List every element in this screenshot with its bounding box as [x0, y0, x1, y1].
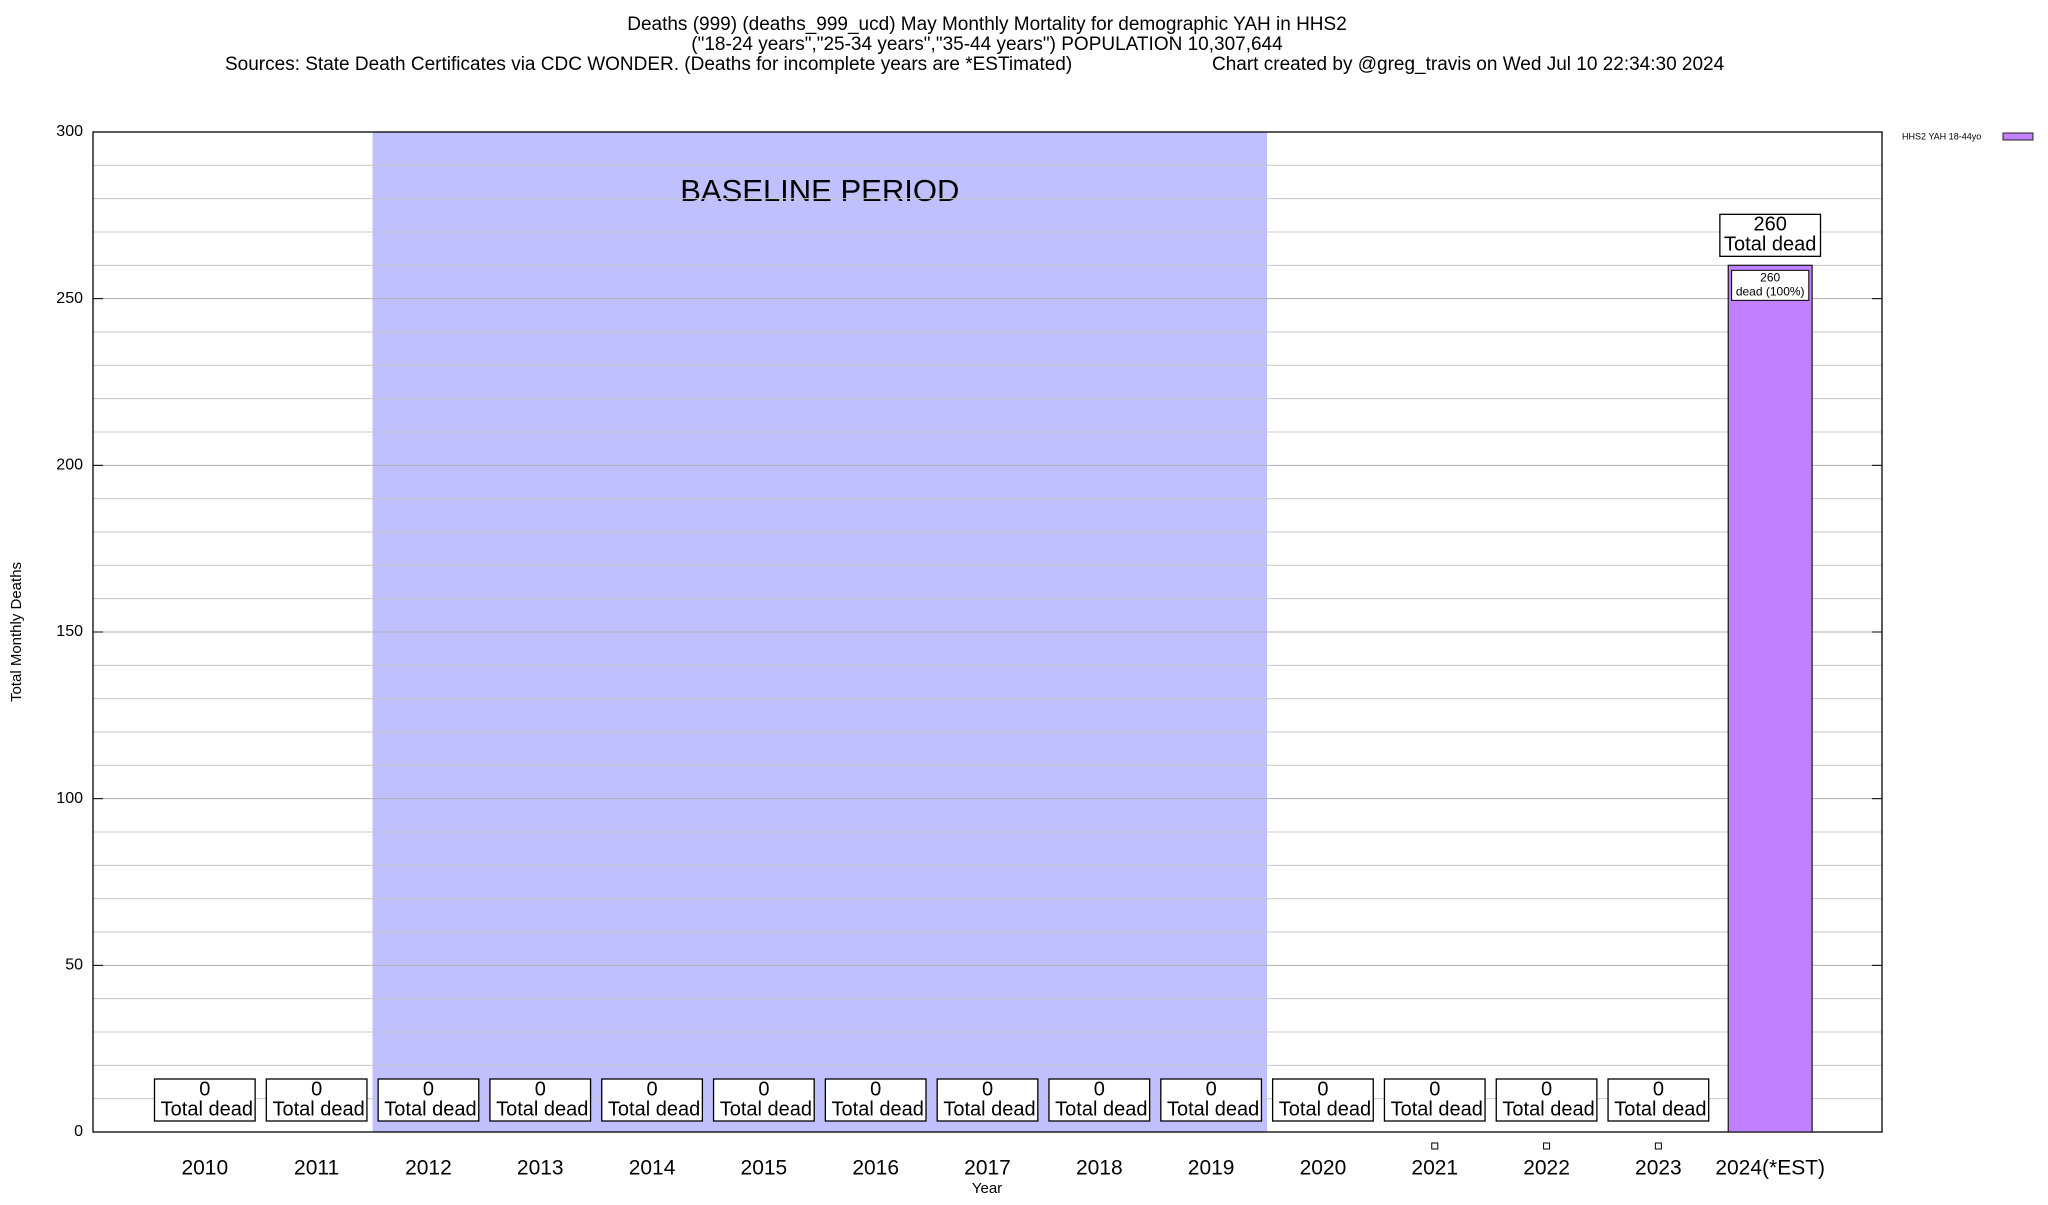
value-label-box — [265, 1078, 368, 1122]
value-label-box — [153, 1078, 256, 1122]
marker — [1431, 1142, 1439, 1150]
x-tick-label: 2012 — [405, 1157, 452, 1180]
bar-inner-value: 260 — [1760, 271, 1780, 285]
value-label-caption: Total dead — [272, 1098, 364, 1120]
value-label-caption: Total dead — [1391, 1098, 1483, 1120]
legend-label: HHS2 YAH 18-44yo — [1902, 131, 1981, 141]
value-label: 260 — [1754, 214, 1787, 236]
x-tick-label: 2010 — [181, 1157, 228, 1180]
y-tick-label: 300 — [56, 123, 83, 140]
value-label-box — [489, 1078, 592, 1122]
marker — [1654, 1142, 1662, 1150]
bar-inner-box — [1731, 269, 1810, 301]
value-label-caption: Total dead — [943, 1098, 1035, 1120]
x-tick-label: 2023 — [1635, 1157, 1682, 1180]
x-tick-label: 2016 — [852, 1157, 899, 1180]
value-label-caption: Total dead — [1279, 1098, 1371, 1120]
value-label-box — [712, 1078, 815, 1122]
y-tick-label: 250 — [56, 290, 83, 307]
value-label: 0 — [311, 1078, 322, 1100]
x-tick-label: 2017 — [964, 1157, 1011, 1180]
value-label-caption: Total dead — [1055, 1098, 1147, 1120]
value-label: 0 — [758, 1078, 769, 1100]
y-tick-label: 0 — [74, 1123, 83, 1140]
value-label: 0 — [423, 1078, 434, 1100]
value-label: 0 — [1429, 1078, 1440, 1100]
y-tick-label: 200 — [56, 457, 83, 474]
x-tick-label: 2022 — [1523, 1157, 1570, 1180]
y-axis-label: Total Monthly Deaths — [8, 562, 25, 702]
x-tick-label: 2014 — [629, 1157, 676, 1180]
sources: Sources: State Death Certificates via CD… — [225, 54, 1072, 75]
y-tick-label: 100 — [56, 790, 83, 807]
value-label: 0 — [982, 1078, 993, 1100]
value-label-box — [377, 1078, 480, 1122]
chart-subtitle: ("18-24 years","25-34 years","35-44 year… — [691, 34, 1283, 55]
marker — [1543, 1142, 1551, 1150]
value-label-box — [1048, 1078, 1151, 1122]
plot-frame — [92, 131, 1883, 1133]
value-label-caption: Total dead — [1614, 1098, 1706, 1120]
value-label-caption: Total dead — [161, 1098, 253, 1120]
value-label: 0 — [535, 1078, 546, 1100]
value-label-caption: Total dead — [1724, 234, 1816, 256]
value-label-box — [1495, 1078, 1598, 1122]
value-label: 0 — [199, 1078, 210, 1100]
value-label: 0 — [1094, 1078, 1105, 1100]
x-tick-label: 2018 — [1076, 1157, 1123, 1180]
x-tick-label: 2019 — [1188, 1157, 1235, 1180]
bar-inner-label: dead (100%) — [1736, 285, 1805, 299]
value-label-caption: Total dead — [832, 1098, 924, 1120]
value-label-caption: Total dead — [1502, 1098, 1594, 1120]
baseline-label: BASELINE PERIOD — [680, 173, 959, 208]
value-label-box — [1271, 1078, 1374, 1122]
value-label-caption: Total dead — [384, 1098, 476, 1120]
value-label-caption: Total dead — [720, 1098, 812, 1120]
value-label-caption: Total dead — [1167, 1098, 1259, 1120]
x-tick-label: 2015 — [741, 1157, 788, 1180]
value-label-box — [1160, 1078, 1263, 1122]
value-label: 0 — [1206, 1078, 1217, 1100]
credit: Chart created by @greg_travis on Wed Jul… — [1212, 54, 1725, 75]
x-tick-label: 2024(*EST) — [1715, 1157, 1825, 1180]
value-label: 0 — [647, 1078, 658, 1100]
value-label: 0 — [1541, 1078, 1552, 1100]
y-tick-label: 150 — [56, 623, 83, 640]
value-label-caption: Total dead — [496, 1098, 588, 1120]
legend-swatch — [2002, 132, 2034, 141]
x-tick-label: 2021 — [1411, 1157, 1458, 1180]
value-label-box — [601, 1078, 704, 1122]
bar — [1727, 264, 1813, 1133]
x-tick-label: 2013 — [517, 1157, 564, 1180]
value-label-box — [1607, 1078, 1710, 1122]
value-label-box — [1719, 213, 1822, 257]
x-tick-label: 2020 — [1300, 1157, 1347, 1180]
x-axis-label: Year — [972, 1180, 1002, 1197]
value-label-box — [824, 1078, 927, 1122]
value-label: 0 — [1317, 1078, 1328, 1100]
value-label: 0 — [870, 1078, 881, 1100]
value-label: 0 — [1653, 1078, 1664, 1100]
value-label-caption: Total dead — [608, 1098, 700, 1120]
value-label-box — [1383, 1078, 1486, 1122]
value-label-box — [936, 1078, 1039, 1122]
chart-title: Deaths (999) (deaths_999_ucd) May Monthl… — [627, 14, 1347, 35]
y-tick-label: 50 — [65, 957, 83, 974]
x-tick-label: 2011 — [294, 1157, 339, 1180]
